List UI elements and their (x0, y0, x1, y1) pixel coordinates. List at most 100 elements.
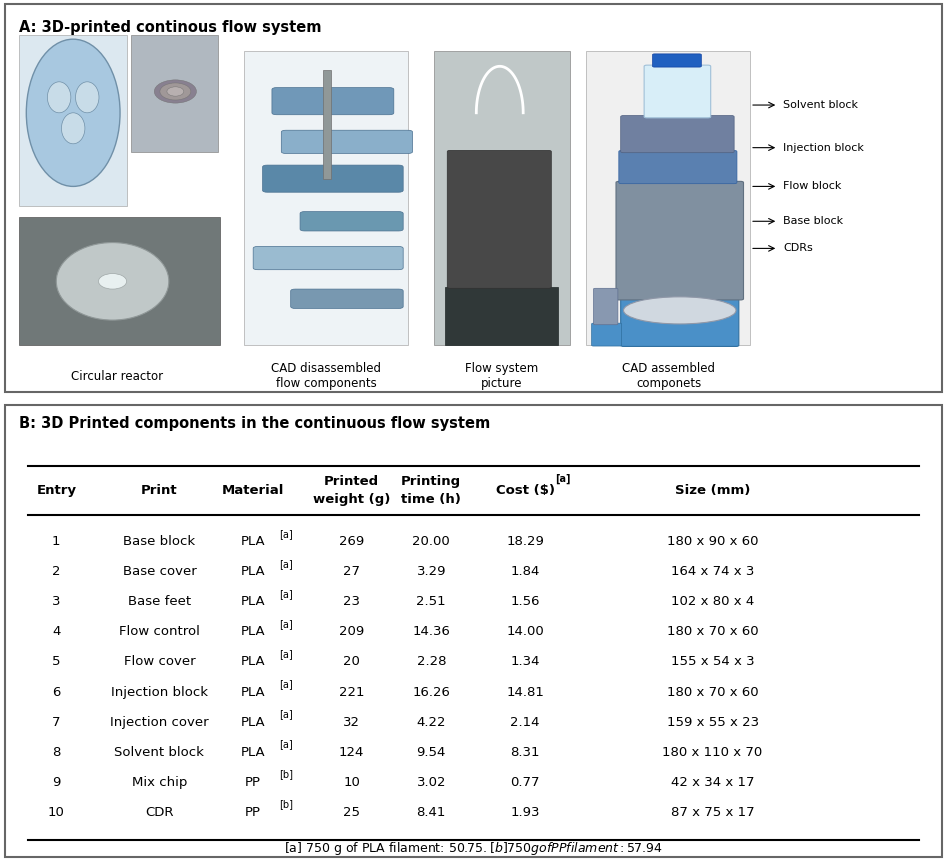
Ellipse shape (47, 82, 71, 113)
Text: 8.41: 8.41 (417, 806, 446, 819)
Text: Printed: Printed (324, 475, 379, 488)
Text: 20: 20 (343, 655, 360, 668)
Text: Entry: Entry (36, 484, 77, 497)
Text: 2.14: 2.14 (510, 715, 540, 728)
FancyBboxPatch shape (620, 115, 734, 152)
Text: Base feet: Base feet (128, 595, 191, 609)
Text: CDRs: CDRs (783, 244, 813, 253)
Ellipse shape (623, 297, 736, 324)
Text: 6: 6 (52, 685, 61, 698)
Text: 7: 7 (52, 715, 61, 728)
Text: PLA: PLA (241, 566, 265, 579)
Text: [a]: [a] (279, 589, 294, 598)
FancyBboxPatch shape (291, 289, 403, 308)
Text: PLA: PLA (241, 536, 265, 548)
Text: Injection cover: Injection cover (110, 715, 208, 728)
Text: 32: 32 (343, 715, 360, 728)
Text: 1.93: 1.93 (510, 806, 540, 819)
FancyBboxPatch shape (19, 35, 127, 206)
FancyBboxPatch shape (243, 51, 408, 345)
Text: Flow cover: Flow cover (124, 655, 195, 668)
Text: 3.02: 3.02 (417, 776, 446, 789)
Text: 102 x 80 x 4: 102 x 80 x 4 (670, 595, 754, 609)
FancyBboxPatch shape (644, 65, 710, 118)
Text: 0.77: 0.77 (510, 776, 540, 789)
Text: A: 3D-printed continous flow system: A: 3D-printed continous flow system (19, 20, 321, 34)
Text: 14.00: 14.00 (507, 625, 544, 639)
Text: Flow control: Flow control (119, 625, 200, 639)
Text: Size (mm): Size (mm) (675, 484, 750, 497)
FancyBboxPatch shape (594, 288, 617, 325)
Ellipse shape (98, 274, 127, 289)
Text: 1.34: 1.34 (510, 655, 540, 668)
Text: PLA: PLA (241, 715, 265, 728)
Text: 269: 269 (339, 536, 365, 548)
Text: PLA: PLA (241, 685, 265, 698)
FancyBboxPatch shape (445, 287, 558, 345)
Text: PLA: PLA (241, 746, 265, 759)
Text: [a]: [a] (279, 559, 294, 568)
Text: Base cover: Base cover (122, 566, 196, 579)
Ellipse shape (154, 80, 196, 103)
Text: 14.36: 14.36 (412, 625, 450, 639)
Text: PLA: PLA (241, 625, 265, 639)
FancyBboxPatch shape (253, 246, 403, 269)
Text: [a]: [a] (279, 649, 294, 659)
FancyBboxPatch shape (434, 51, 570, 345)
FancyBboxPatch shape (652, 54, 702, 67)
Text: 4.22: 4.22 (417, 715, 446, 728)
FancyBboxPatch shape (616, 182, 743, 300)
FancyBboxPatch shape (19, 217, 221, 345)
Text: PLA: PLA (241, 655, 265, 668)
FancyBboxPatch shape (586, 51, 750, 345)
FancyBboxPatch shape (300, 212, 403, 231)
Ellipse shape (167, 87, 184, 96)
FancyBboxPatch shape (324, 70, 331, 178)
Text: 8.31: 8.31 (510, 746, 540, 759)
Text: 180 x 110 x 70: 180 x 110 x 70 (663, 746, 762, 759)
Text: 164 x 74 x 3: 164 x 74 x 3 (670, 566, 754, 579)
FancyBboxPatch shape (262, 165, 403, 192)
Text: 25: 25 (343, 806, 360, 819)
Text: Solvent block: Solvent block (783, 100, 858, 110)
Text: 14.81: 14.81 (506, 685, 544, 698)
Text: 180 x 70 x 60: 180 x 70 x 60 (667, 625, 759, 639)
Text: [a]: [a] (279, 529, 294, 539)
Text: Flow system
picture: Flow system picture (465, 362, 538, 390)
Text: 3: 3 (52, 595, 61, 609)
Text: Material: Material (222, 484, 284, 497)
Ellipse shape (76, 82, 98, 113)
Text: 42 x 34 x 17: 42 x 34 x 17 (670, 776, 755, 789)
Text: Base block: Base block (783, 216, 843, 226)
Text: [a]: [a] (555, 474, 570, 485)
FancyBboxPatch shape (618, 151, 737, 183)
Text: Solvent block: Solvent block (115, 746, 205, 759)
Text: weight (g): weight (g) (313, 493, 390, 506)
Text: 8: 8 (52, 746, 61, 759)
Text: 5: 5 (52, 655, 61, 668)
Text: [b]: [b] (279, 769, 294, 779)
FancyBboxPatch shape (620, 298, 739, 346)
Text: 9: 9 (52, 776, 61, 789)
Text: Injection block: Injection block (783, 143, 864, 152)
Text: 1.84: 1.84 (510, 566, 540, 579)
Text: 10: 10 (48, 806, 64, 819)
Text: 3.29: 3.29 (417, 566, 446, 579)
Text: CAD disassembled
flow components: CAD disassembled flow components (271, 362, 382, 390)
Text: 18.29: 18.29 (506, 536, 544, 548)
FancyBboxPatch shape (132, 35, 218, 152)
Text: 1: 1 (52, 536, 61, 548)
Text: 159 x 55 x 23: 159 x 55 x 23 (667, 715, 759, 728)
Text: 2.28: 2.28 (417, 655, 446, 668)
Text: B: 3D Printed components in the continuous flow system: B: 3D Printed components in the continuo… (19, 416, 490, 431)
Text: 209: 209 (339, 625, 365, 639)
Text: 87 x 75 x 17: 87 x 75 x 17 (670, 806, 755, 819)
Text: [a]: [a] (279, 679, 294, 689)
Text: 180 x 90 x 60: 180 x 90 x 60 (667, 536, 759, 548)
FancyBboxPatch shape (592, 323, 621, 346)
Text: time (h): time (h) (402, 493, 461, 506)
Text: CAD assembled
componets: CAD assembled componets (622, 362, 715, 390)
Text: 124: 124 (339, 746, 365, 759)
Ellipse shape (62, 113, 85, 144)
Text: Print: Print (141, 484, 178, 497)
